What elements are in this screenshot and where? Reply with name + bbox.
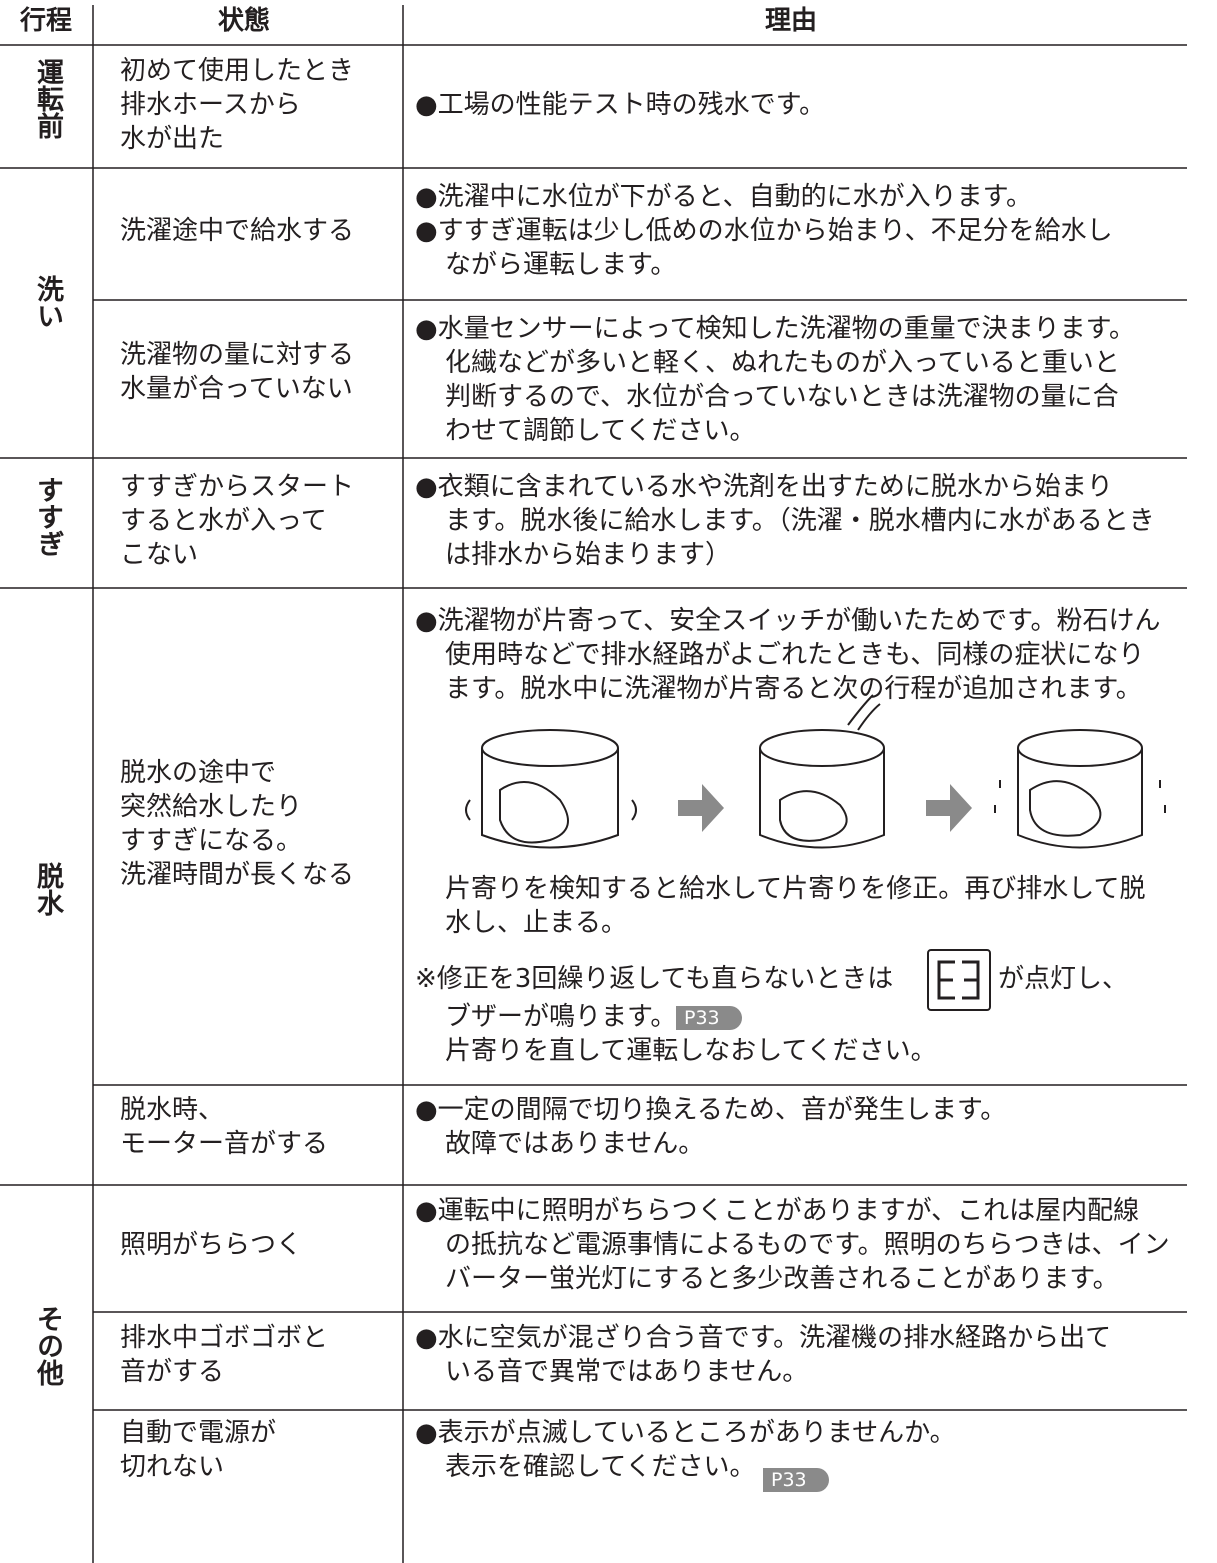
reason: 化繊などが多いと軽く、ぬれたものが入っていると重いと [445,348,1120,378]
state: 洗濯途中で給水する [120,216,355,246]
arrows [678,784,972,832]
reason: ながら運転します。 [445,250,677,280]
reason: ●洗濯物が片寄って、安全スイッチが働いたためです。粉石けん [415,606,1161,636]
caption: 水し、止まる。 [445,908,628,938]
state: こない [120,540,199,570]
page-ref: P33 [763,1468,829,1492]
state: 脱水の途中で [120,758,277,788]
reason: 判断するので、水位が合っていないときは洗濯物の量に合 [445,382,1119,412]
state: 自動で電源が [120,1418,277,1448]
state: 水量が合っていない [120,374,353,404]
reason: 表示を確認してください。 [445,1452,756,1482]
reason: ●衣類に含まれている水や洗剤を出すために脱水から始まり [415,472,1113,502]
reason: ●水量センサーによって検知した洗濯物の重量で決まります。 [415,314,1136,344]
reason: ●表示が点滅しているところがありませんか。 [415,1418,956,1448]
page-ref: P33 [676,1006,742,1030]
state: すすぎからスタート [120,472,355,502]
state: 照明がちらつく [120,1230,303,1260]
state: 排水中ゴボゴボと [120,1323,329,1353]
header-stage: 行程 [20,6,73,36]
error-display [927,949,991,1011]
reason: ●すすぎ運転は少し低めの水位から始まり、不足分を給水し [415,216,1113,246]
state: すすぎになる。 [120,826,303,856]
reason: ●水に空気が混ざり合う音です。洗濯機の排水経路から出て [415,1323,1112,1353]
reason: の抵抗など電源事情によるものです。照明のちらつきは、イン [445,1230,1170,1260]
stage: 運転前 [32,58,63,139]
state: すると水が入って [120,506,327,536]
reason: バーター蛍光灯にすると多少改善されることがあります。 [445,1264,1119,1294]
reason: ●洗濯中に水位が下がると、自動的に水が入ります。 [415,182,1033,212]
reason: ●一定の間隔で切り換えるため、音が発生します。 [415,1095,1007,1125]
state: 初めて使用したとき [120,56,355,86]
header-state: 状態 [218,6,271,36]
illustration [465,694,1166,849]
state: 排水ホースから [120,90,301,120]
reason: は排水から始まります） [445,540,732,570]
note: 片寄りを直して運転しなおしてください。 [445,1036,937,1066]
state: 音がする [120,1357,225,1387]
stage: 脱水 [32,862,63,916]
state: 洗濯物の量に対する [120,340,355,370]
header-reason: 理由 [765,6,818,36]
state: 突然給水したり [120,792,303,822]
reason: 使用時などで排水経路がよごれたときも、同様の症状になり [445,640,1145,670]
stage: その他 [32,1305,63,1386]
state: 切れない [120,1452,225,1482]
stage: 洗い [32,275,63,329]
state: 水が出た [120,124,225,154]
reason: わせて調節してください。 [445,416,756,446]
reason: いる音で異常ではありません。 [445,1357,809,1387]
stage: すすぎ [32,476,63,557]
note: が点灯し、 [998,964,1129,994]
reason: 故障ではありません。 [445,1129,705,1159]
note: ブザーが鳴ります。 [445,1002,677,1032]
caption: 片寄りを検知すると給水して片寄りを修正。再び排水して脱 [445,874,1146,904]
note: ※修正を3回繰り返しても直らないときは [415,964,894,994]
state: 洗濯時間が長くなる [120,860,355,890]
state: 脱水時、 [120,1095,225,1125]
reason: ●工場の性能テスト時の残水です。 [415,90,826,120]
reason: ●運転中に照明がちらつくことがありますが、これは屋内配線 [415,1196,1140,1226]
reason: ます。脱水中に洗濯物が片寄ると次の行程が追加されます。 [445,674,1142,704]
state: モーター音がする [120,1129,329,1159]
reason: ます。脱水後に給水します。（洗濯・脱水槽内に水があるとき [445,506,1155,536]
